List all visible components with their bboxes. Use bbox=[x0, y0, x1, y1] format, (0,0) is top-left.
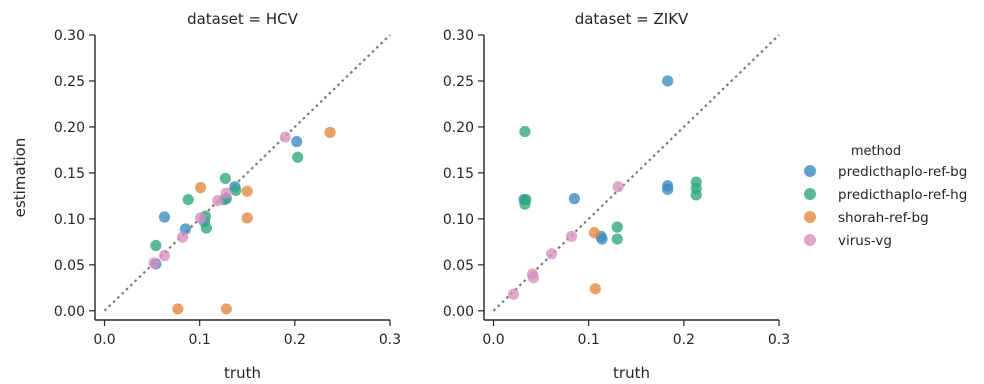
x-tick-label: 0.1 bbox=[578, 332, 600, 348]
y-tick-label: 0.15 bbox=[54, 166, 85, 182]
y-tick-label: 0.00 bbox=[443, 304, 474, 320]
x-tick-label: 0.3 bbox=[768, 332, 790, 348]
scatter-point bbox=[158, 211, 171, 223]
panel-dataset-hcv: dataset = HCV 0.0 0.1 0.2 0.3 0.00 0.05 0.10 0.1… bbox=[11, 10, 401, 382]
scatter-point bbox=[148, 257, 160, 269]
y-tick-label: 0.10 bbox=[54, 212, 85, 228]
y-tick-label: 0.05 bbox=[54, 258, 85, 274]
scatter-point bbox=[220, 187, 232, 199]
legend-entry-virus-vg: virus-vg bbox=[804, 233, 892, 249]
scatter-point bbox=[589, 283, 601, 295]
y-tick-label: 0.20 bbox=[54, 120, 85, 136]
legend: method predicthaplo-ref-bg predicthaplo-re… bbox=[804, 144, 967, 249]
scatter-point bbox=[195, 182, 207, 194]
legend-entry-predicthaplo-ref-bg: predicthaplo-ref-bg bbox=[804, 164, 967, 180]
series-shorah-ref-bg bbox=[588, 227, 601, 295]
scatter-point bbox=[176, 231, 189, 243]
panels: dataset = HCV 0.0 0.1 0.2 0.3 0.00 0.05 0.10 0.1… bbox=[11, 10, 790, 382]
scatter-point bbox=[611, 221, 623, 233]
legend-marker bbox=[804, 165, 816, 177]
scatter-point bbox=[172, 303, 184, 315]
legend-entry-shorah-ref-bg: shorah-ref-bg bbox=[804, 210, 929, 226]
scatter-point bbox=[200, 222, 212, 234]
scatter-point bbox=[195, 212, 207, 224]
identity-reference-line bbox=[103, 34, 391, 312]
y-tick-label: 0.30 bbox=[54, 28, 85, 44]
y-tick-label: 0.15 bbox=[443, 166, 474, 182]
scatter-point bbox=[568, 193, 581, 205]
scatter-point bbox=[241, 212, 253, 224]
x-tick-label: 0.2 bbox=[284, 332, 306, 348]
scatter-point bbox=[219, 172, 231, 185]
legend-label: predicthaplo-ref-bg bbox=[838, 164, 967, 180]
legend-marker bbox=[804, 188, 816, 200]
y-tick-label: 0.05 bbox=[443, 258, 474, 274]
y-tick-label: 0.25 bbox=[443, 74, 474, 90]
legend-label: shorah-ref-bg bbox=[838, 210, 929, 226]
series-predicthaplo-ref-hg bbox=[150, 151, 304, 252]
scatter-point bbox=[519, 198, 531, 210]
series-virus-vg bbox=[507, 181, 624, 300]
legend-label: predicthaplo-ref-hg bbox=[838, 187, 967, 203]
scatter-point bbox=[279, 131, 291, 143]
x-tick-label: 0.1 bbox=[189, 332, 211, 348]
panel-dataset-zikv: dataset = ZIKV 0.0 0.1 0.2 0.3 0.00 0.05 0.10 0.… bbox=[443, 10, 790, 382]
scatter-point bbox=[690, 189, 702, 201]
scatter-point bbox=[545, 248, 558, 260]
legend-marker bbox=[804, 211, 816, 223]
y-tick-label: 0.30 bbox=[443, 28, 474, 44]
scatter-point bbox=[292, 151, 304, 163]
scatter-point bbox=[182, 193, 194, 206]
x-tick-label: 0.0 bbox=[482, 332, 504, 348]
scatter-point bbox=[324, 126, 336, 139]
x-tick-label: 0.3 bbox=[379, 332, 401, 348]
y-tick-label: 0.20 bbox=[443, 120, 474, 136]
scatter-point bbox=[212, 194, 224, 207]
series-shorah-ref-bg bbox=[172, 126, 336, 315]
scatter-point bbox=[612, 181, 624, 193]
y-tick-label: 0.10 bbox=[443, 212, 474, 228]
y-tick-label: 0.00 bbox=[54, 304, 85, 320]
scatter-point bbox=[220, 303, 232, 315]
scatter-point bbox=[565, 230, 578, 242]
scatter-point bbox=[291, 136, 303, 148]
x-axis-label: truth bbox=[224, 364, 261, 382]
x-axis-label: truth bbox=[613, 364, 650, 382]
legend-title: method bbox=[851, 144, 901, 159]
legend-label: virus-vg bbox=[838, 233, 892, 249]
scatter-point bbox=[611, 233, 623, 245]
scatter-point bbox=[158, 250, 171, 262]
series-virus-vg bbox=[148, 131, 291, 269]
scatter-point bbox=[596, 233, 608, 245]
scatter-point bbox=[662, 75, 674, 87]
y-tick-label: 0.25 bbox=[54, 74, 85, 90]
x-tick-label: 0.0 bbox=[93, 332, 115, 348]
scatter-point bbox=[150, 239, 162, 252]
scatter-point bbox=[241, 185, 253, 197]
series-predicthaplo-ref-hg bbox=[519, 125, 702, 245]
scatter-point bbox=[507, 288, 520, 300]
panel-title: dataset = ZIKV bbox=[575, 10, 689, 28]
legend-entry-predicthaplo-ref-hg: predicthaplo-ref-hg bbox=[804, 187, 967, 203]
scatter-point bbox=[588, 227, 600, 239]
scatter-point bbox=[519, 125, 531, 138]
legend-marker bbox=[804, 234, 816, 246]
y-axis-label: estimation bbox=[11, 138, 29, 218]
scatter-point bbox=[527, 272, 540, 284]
identity-reference-line bbox=[492, 34, 780, 312]
panel-title: dataset = HCV bbox=[187, 10, 299, 28]
scatter-point bbox=[662, 183, 674, 196]
scatter-point bbox=[230, 184, 242, 196]
x-tick-label: 0.2 bbox=[673, 332, 695, 348]
